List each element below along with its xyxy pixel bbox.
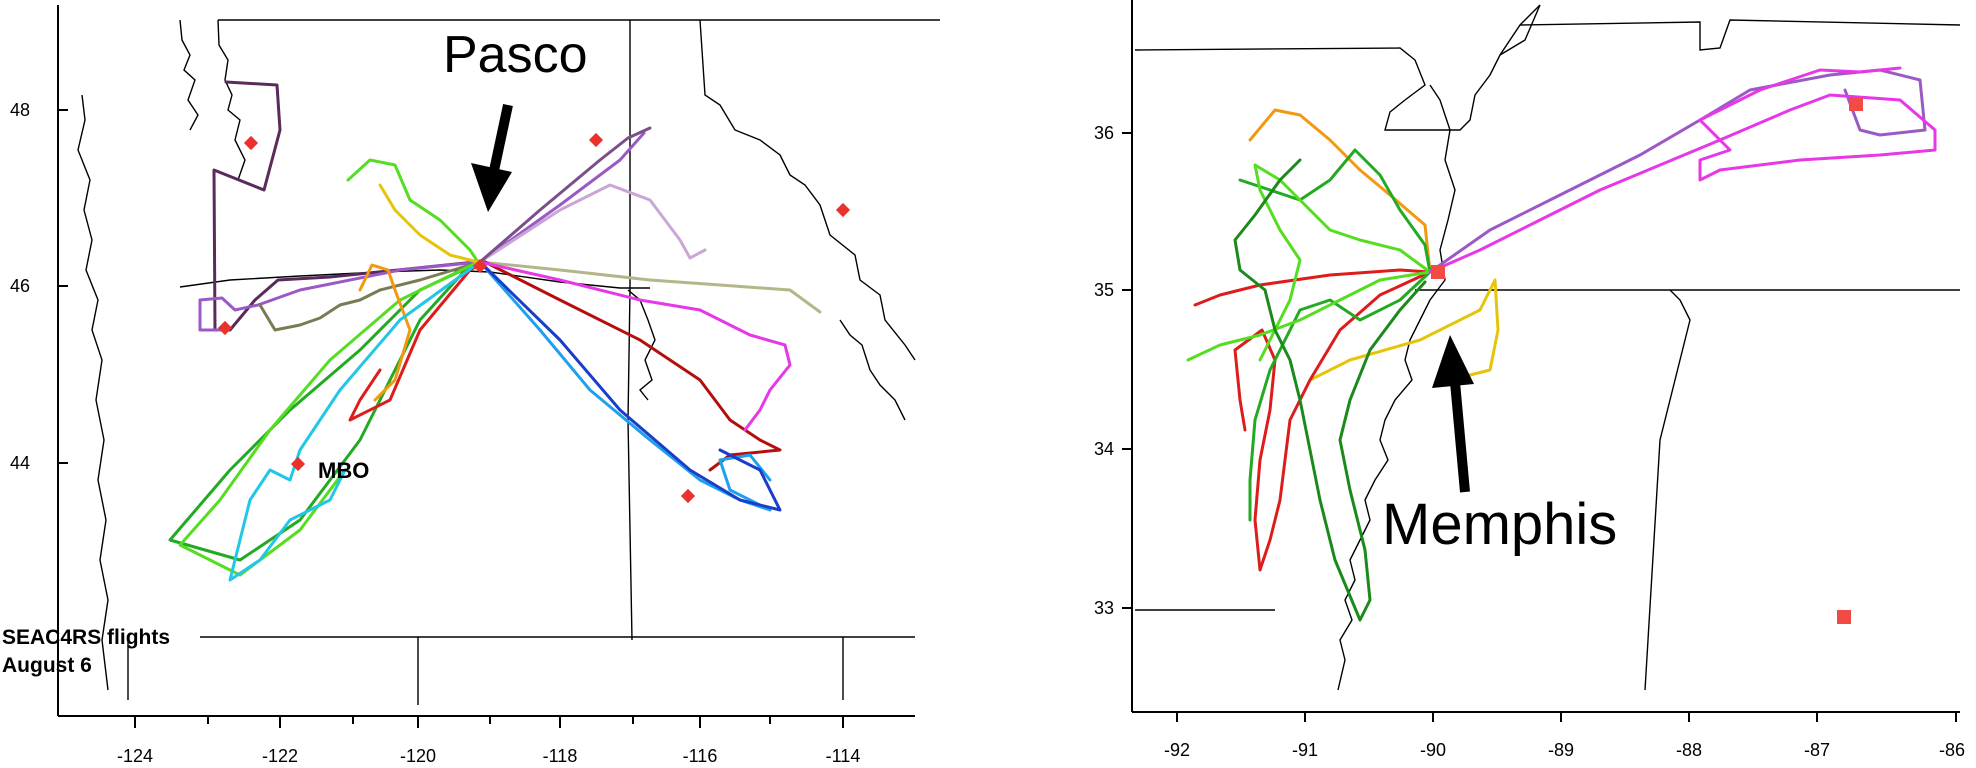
right-map-flight-tracks [1186, 66, 1937, 622]
tick-label: -92 [1164, 740, 1190, 760]
track-orange [358, 263, 412, 402]
pasco-arrow [471, 103, 513, 212]
caption-line1: SEAC4RS flights [2, 626, 170, 649]
tick-label: -86 [1939, 740, 1965, 760]
tick-label: -116 [683, 746, 718, 766]
tick-label: -87 [1804, 740, 1830, 760]
tick-label: 36 [1094, 123, 1114, 143]
site-marker [588, 132, 604, 148]
track-dark-red [483, 260, 782, 472]
track-yellow [378, 183, 480, 264]
track-mauve [478, 126, 652, 264]
memphis-label: Memphis [1382, 492, 1617, 557]
tick-label: 46 [10, 276, 30, 296]
track-light-purple [478, 183, 707, 264]
tick-label: 33 [1094, 598, 1114, 618]
tick-label: 48 [10, 100, 30, 120]
track-lime [178, 158, 480, 577]
tick-label: -122 [262, 746, 298, 766]
tick-label: 34 [1094, 439, 1114, 459]
right-x-ticks: -92 -91 -90 -89 -88 -87 -86 [1164, 712, 1965, 760]
tick-label: 35 [1094, 280, 1114, 300]
track-lime [1186, 163, 1432, 362]
site-marker [1849, 97, 1863, 111]
site-marker [835, 202, 851, 218]
site-marker [290, 456, 306, 472]
tick-label: -90 [1420, 740, 1446, 760]
left-y-ticks: 48 46 44 [10, 100, 68, 473]
tick-label: -88 [1676, 740, 1702, 760]
track-magenta [1428, 66, 1937, 274]
tick-label: -114 [826, 746, 861, 766]
tick-label: -124 [117, 746, 153, 766]
track-purple [198, 131, 646, 332]
site-marker [217, 320, 233, 336]
track-cyan [228, 260, 482, 582]
left-map-boundaries [77, 19, 940, 705]
track-dark-green [1233, 158, 1427, 622]
right-y-ticks: 36 35 34 33 [1094, 123, 1132, 618]
mbo-label: MBO [318, 458, 369, 483]
track-purple [1428, 68, 1927, 274]
track-blue [478, 260, 782, 512]
site-marker [243, 135, 259, 151]
left-map: Pasco MBO SEAC4RS flights August 6 48 46… [2, 5, 940, 766]
tick-label: -89 [1548, 740, 1574, 760]
site-marker [680, 488, 696, 504]
left-map-flight-tracks [168, 80, 822, 582]
track-sky-blue [478, 260, 772, 512]
tick-label: 44 [10, 453, 30, 473]
track-magenta [478, 260, 792, 432]
track-olive [258, 260, 482, 332]
caption-line2: August 6 [2, 654, 92, 677]
pasco-label: Pasco [443, 26, 588, 84]
right-map: Memphis 36 35 34 33 -92 -91 [1094, 0, 1965, 760]
site-marker [1837, 610, 1851, 624]
tick-label: -120 [400, 746, 436, 766]
left-map-site-markers [217, 132, 851, 504]
memphis-arrow [1432, 335, 1474, 493]
track-khaki [478, 260, 822, 314]
site-marker [1431, 265, 1445, 279]
tick-label: -118 [543, 746, 578, 766]
tick-label: -91 [1292, 740, 1318, 760]
right-map-site-markers [1431, 97, 1863, 624]
site-marker [472, 258, 488, 274]
right-map-boundaries [1134, 4, 1961, 691]
left-x-ticks: -124 -122 -120 -118 -116 -114 [117, 716, 860, 766]
track-green [168, 260, 482, 562]
track-gold [1308, 278, 1500, 382]
track-orange [1248, 108, 1432, 274]
